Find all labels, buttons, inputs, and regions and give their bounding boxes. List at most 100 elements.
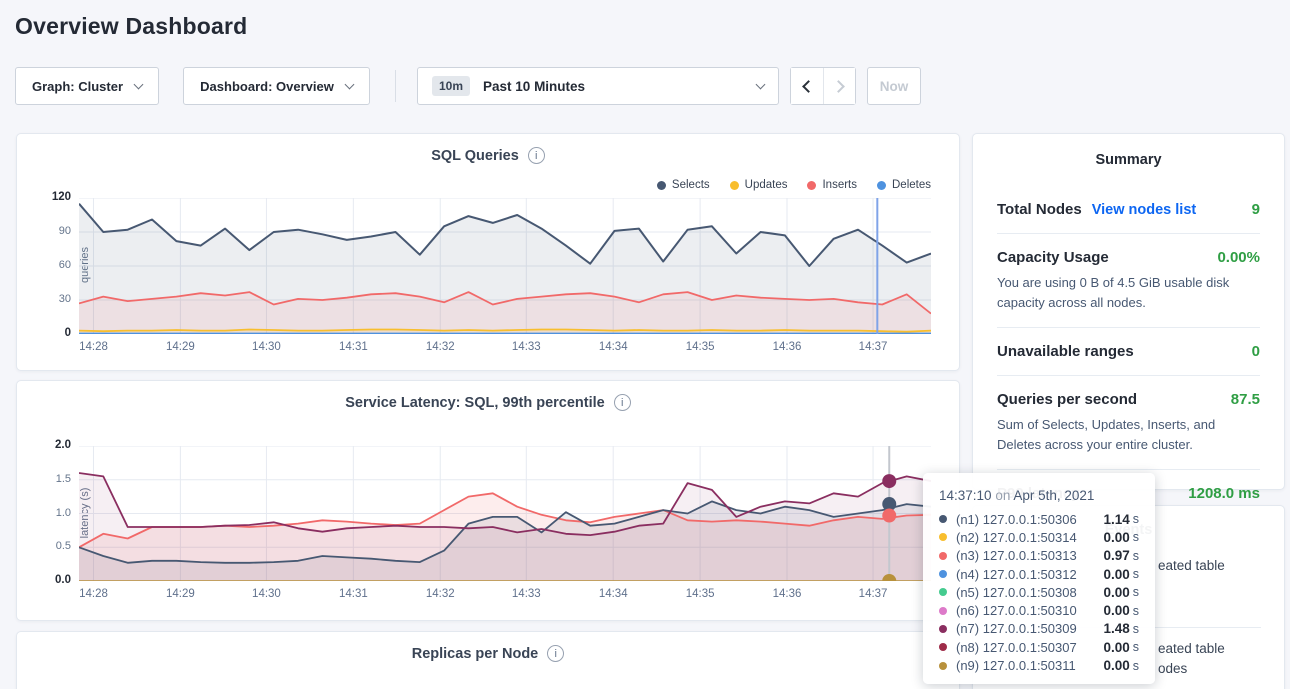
tooltip-row: (n3) 127.0.0.1:50313 0.97 s xyxy=(939,547,1139,565)
x-tick-label: 14:37 xyxy=(858,341,888,353)
info-icon[interactable]: i xyxy=(547,645,565,662)
tooltip-node-value: 0.00 xyxy=(1103,639,1130,655)
x-tick-label: 14:33 xyxy=(511,588,541,600)
qps-value: 87.5 xyxy=(1230,391,1260,408)
y-tick-label: 90 xyxy=(58,225,71,237)
time-next-button[interactable] xyxy=(823,68,855,104)
y-tick-label: 1.5 xyxy=(55,472,71,485)
tooltip-node-label: (n3) 127.0.0.1:50313 xyxy=(956,548,1077,564)
capacity-usage-label: Capacity Usage xyxy=(997,249,1109,266)
series-dot-icon xyxy=(939,643,947,652)
total-nodes-label: Total Nodes xyxy=(997,201,1082,218)
time-nav-group xyxy=(790,67,856,105)
summary-card: Summary Total Nodes View nodes list 9 Ca… xyxy=(972,133,1285,502)
tooltip-node-value: 1.14 xyxy=(1103,511,1130,527)
sql-queries-card: SQL Queries i Selects Updates Inserts Delet… xyxy=(16,133,960,371)
series-dot-icon xyxy=(939,588,947,597)
event-item-fragment[interactable]: eated table xyxy=(1158,558,1225,573)
legend-label: Updates xyxy=(744,179,788,191)
legend-label: Deletes xyxy=(892,179,931,191)
legend-dot-icon xyxy=(656,180,666,190)
x-tick-label: 14:30 xyxy=(252,341,281,353)
tooltip-row: (n5) 127.0.0.1:50308 0.00 s xyxy=(939,583,1139,601)
series-dot-icon xyxy=(939,606,947,615)
graph-dropdown[interactable]: Graph: Cluster xyxy=(15,67,159,105)
sql-queries-plot[interactable] xyxy=(79,198,931,334)
chevron-right-icon xyxy=(831,79,845,93)
qps-desc: Sum of Selects, Updates, Inserts, and De… xyxy=(997,417,1216,452)
x-tick-label: 14:35 xyxy=(685,341,715,353)
x-tick-label: 14:34 xyxy=(598,341,628,353)
chart-title: Replicas per Node xyxy=(411,645,539,662)
series-dot-icon xyxy=(939,624,947,633)
legend-dot-icon xyxy=(807,180,817,190)
time-prev-button[interactable] xyxy=(791,68,823,104)
controls-divider xyxy=(395,70,396,102)
tooltip-node-value: 0.00 xyxy=(1103,584,1130,600)
series-dot-icon xyxy=(939,551,947,560)
time-range-label: Past 10 Minutes xyxy=(483,78,586,94)
info-icon[interactable]: i xyxy=(613,394,631,411)
chevron-down-icon xyxy=(344,79,355,89)
tooltip-node-unit: s xyxy=(1132,548,1139,563)
tooltip-node-unit: s xyxy=(1132,621,1139,636)
tooltip-node-label: (n4) 127.0.0.1:50312 xyxy=(956,566,1077,582)
x-tick-label: 14:33 xyxy=(511,341,541,353)
y-tick-label: 0.0 xyxy=(55,574,71,586)
tooltip-node-value: 0.00 xyxy=(1103,566,1130,582)
info-icon[interactable]: i xyxy=(527,147,545,164)
summary-title: Summary xyxy=(1095,152,1162,168)
tooltip-node-unit: s xyxy=(1132,530,1139,545)
view-nodes-list-link[interactable]: View nodes list xyxy=(1091,202,1197,218)
dashboard-dropdown-label: Dashboard: Overview xyxy=(200,78,334,94)
x-tick-label: 14:36 xyxy=(772,588,802,600)
tooltip-node-value: 0.00 xyxy=(1103,658,1130,674)
legend-item-selects[interactable]: Selects xyxy=(656,179,710,191)
tooltip-node-unit: s xyxy=(1132,603,1139,618)
chart-title: SQL Queries xyxy=(431,147,519,164)
tooltip-node-label: (n2) 127.0.0.1:50314 xyxy=(956,529,1077,545)
series-dot-icon xyxy=(939,570,947,579)
tooltip-timestamp: 14:37:10 on Apr 5th, 2021 xyxy=(939,488,1095,503)
y-tick-label: 60 xyxy=(58,259,71,271)
legend-label: Selects xyxy=(671,179,710,191)
chevron-down-icon xyxy=(755,79,766,89)
tooltip-node-value: 1.48 xyxy=(1103,621,1130,637)
total-nodes-value: 9 xyxy=(1251,201,1260,218)
time-range-selector[interactable]: 10m Past 10 Minutes xyxy=(417,67,779,105)
event-item-fragment[interactable]: eated table xyxy=(1158,641,1225,656)
event-item-fragment[interactable]: odes xyxy=(1158,661,1188,676)
legend-item-inserts[interactable]: Inserts xyxy=(807,179,857,191)
tooltip-node-unit: s xyxy=(1132,512,1139,527)
x-tick-label: 14:29 xyxy=(165,341,195,353)
legend-dot-icon xyxy=(877,180,886,190)
tooltip-row: (n9) 127.0.0.1:50311 0.00 s xyxy=(939,656,1139,674)
chart-title: Service Latency: SQL, 99th percentile xyxy=(345,394,605,411)
now-button[interactable]: Now xyxy=(867,67,921,105)
replicas-per-node-card: Replicas per Node i xyxy=(16,631,960,689)
tooltip-node-label: (n8) 127.0.0.1:50307 xyxy=(956,639,1077,655)
x-tick-label: 14:37 xyxy=(858,588,888,600)
x-tick-label: 14:30 xyxy=(252,588,281,600)
qps-label: Queries per second xyxy=(997,391,1138,408)
legend-dot-icon xyxy=(729,180,739,190)
capacity-usage-value: 0.00% xyxy=(1217,249,1260,266)
legend-item-updates[interactable]: Updates xyxy=(729,179,788,191)
tooltip-node-label: (n7) 127.0.0.1:50309 xyxy=(956,621,1077,637)
tooltip-row: (n6) 127.0.0.1:50310 0.00 s xyxy=(939,601,1139,619)
x-tick-label: 14:34 xyxy=(598,588,628,600)
legend-item-deletes[interactable]: Deletes xyxy=(877,179,931,191)
y-tick-label: 30 xyxy=(58,293,71,305)
tooltip-node-unit: s xyxy=(1132,567,1139,582)
tooltip-node-label: (n6) 127.0.0.1:50310 xyxy=(956,603,1077,619)
page-title: Overview Dashboard xyxy=(15,13,248,39)
tooltip-node-unit: s xyxy=(1132,640,1139,655)
tooltip-node-value: 0.97 xyxy=(1103,548,1130,564)
tooltip-node-unit: s xyxy=(1132,658,1139,673)
x-tick-label: 14:29 xyxy=(165,588,195,600)
legend-label: Inserts xyxy=(822,179,857,191)
capacity-usage-desc: You are using 0 B of 4.5 GiB usable disk… xyxy=(997,275,1230,310)
x-tick-label: 14:31 xyxy=(338,588,368,600)
service-latency-plot[interactable] xyxy=(79,446,931,581)
dashboard-dropdown[interactable]: Dashboard: Overview xyxy=(183,67,370,105)
